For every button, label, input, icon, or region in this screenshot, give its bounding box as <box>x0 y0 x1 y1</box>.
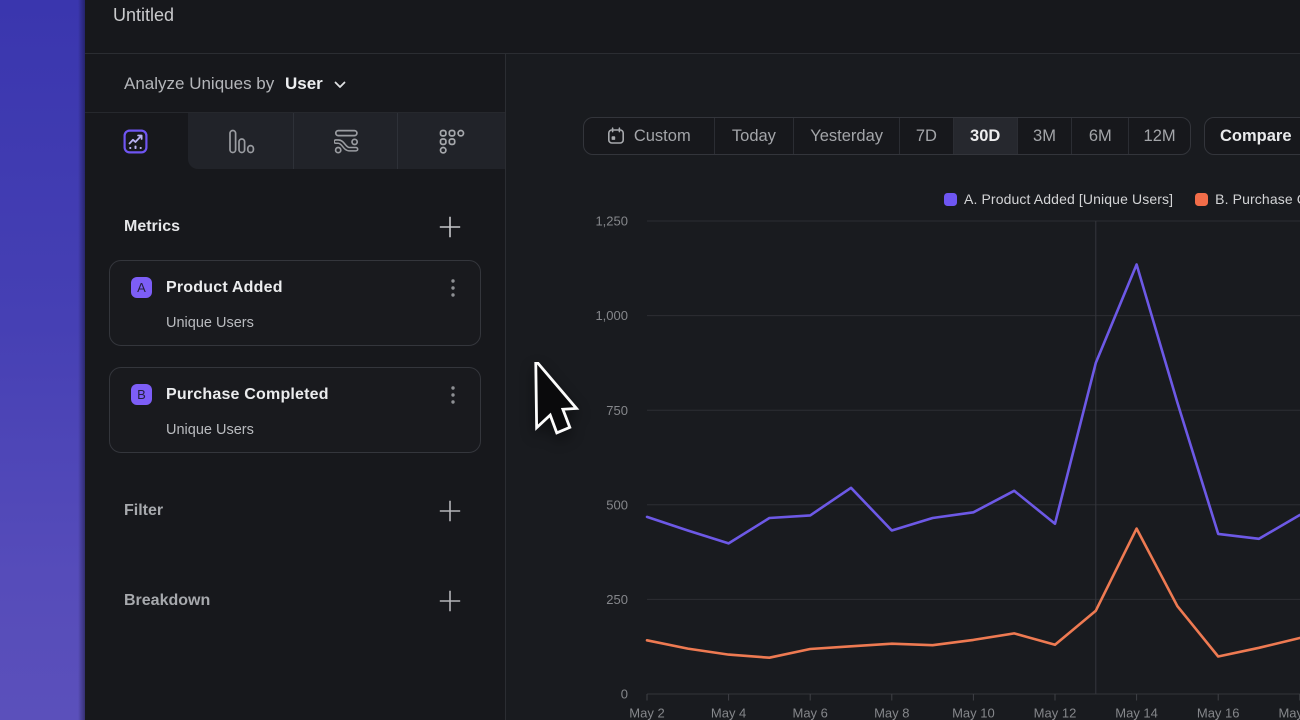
svg-text:May 14: May 14 <box>1115 706 1158 720</box>
svg-text:May 16: May 16 <box>1197 706 1240 720</box>
svg-text:May 6: May 6 <box>792 706 827 720</box>
svg-text:750: 750 <box>606 403 628 418</box>
svg-text:250: 250 <box>606 592 628 607</box>
svg-text:May 18: May 18 <box>1278 706 1300 720</box>
svg-text:May 2: May 2 <box>629 706 664 720</box>
svg-text:May 12: May 12 <box>1034 706 1077 720</box>
svg-text:0: 0 <box>621 687 628 702</box>
svg-text:1,000: 1,000 <box>595 308 628 323</box>
svg-text:May 10: May 10 <box>952 706 995 720</box>
svg-text:1,250: 1,250 <box>595 214 628 229</box>
svg-text:500: 500 <box>606 497 628 512</box>
svg-text:May 8: May 8 <box>874 706 909 720</box>
svg-text:May 4: May 4 <box>711 706 746 720</box>
